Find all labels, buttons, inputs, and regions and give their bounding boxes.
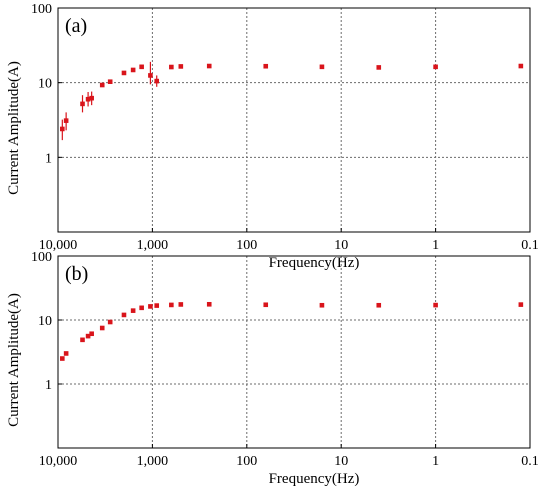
data-point <box>80 337 85 343</box>
y-tick-label: 10 <box>38 77 52 92</box>
data-point <box>169 64 174 70</box>
data-point <box>89 95 94 101</box>
data-point <box>130 67 136 73</box>
x-axis-label: Frequency(Hz) <box>269 471 360 487</box>
x-tick-label: 100 <box>236 454 257 469</box>
plot-frame <box>57 255 531 449</box>
x-tick-label: 10,000 <box>39 238 78 253</box>
data-point <box>60 126 65 132</box>
x-tick-label: 10,000 <box>39 454 78 469</box>
data-point <box>89 331 94 337</box>
x-axis-label: Frequency(Hz) <box>269 255 360 271</box>
data-point <box>319 302 325 308</box>
data-point <box>154 78 160 84</box>
data-point <box>178 302 184 307</box>
data-point <box>433 302 438 308</box>
plot-frame <box>57 7 531 233</box>
y-tick-label: 1 <box>45 378 52 393</box>
y-tick-label: 100 <box>31 250 52 265</box>
data-point <box>121 70 127 76</box>
data-point <box>99 82 105 88</box>
data-point <box>169 302 174 308</box>
y-axis-label: Current Amplitude(A) <box>6 293 22 427</box>
x-tick-label: 1 <box>432 238 439 253</box>
panel-label: (b) <box>65 263 88 285</box>
data-point <box>263 63 269 69</box>
data-point <box>107 319 113 325</box>
x-tick-label: 10 <box>334 454 348 469</box>
x-tick-label: 100 <box>236 238 257 253</box>
data-point <box>80 101 85 107</box>
data-point <box>376 302 382 308</box>
data-point <box>263 302 269 308</box>
data-point <box>85 333 91 339</box>
data-point <box>518 63 524 69</box>
data-point <box>139 64 144 70</box>
data-point <box>99 325 105 331</box>
data-point <box>319 64 325 70</box>
data-point <box>63 118 69 123</box>
data-point <box>130 308 136 313</box>
x-tick-label: 0.1 <box>521 238 539 253</box>
x-tick-label: 1,000 <box>137 238 169 253</box>
y-axis-label: Current Amplitude(A) <box>6 61 22 195</box>
y-tick-label: 1 <box>45 151 52 166</box>
x-tick-label: 10 <box>334 238 348 253</box>
data-point <box>178 64 184 69</box>
y-tick-label: 10 <box>38 314 52 329</box>
x-tick-label: 1,000 <box>137 454 169 469</box>
data-point <box>148 304 153 309</box>
data-point <box>206 63 212 69</box>
y-tick-label: 100 <box>31 2 52 17</box>
data-point <box>139 305 144 311</box>
panel-label: (a) <box>65 15 87 37</box>
data-point <box>433 64 438 70</box>
data-point <box>85 96 91 102</box>
x-tick-label: 0.1 <box>521 454 539 469</box>
data-point <box>121 312 127 318</box>
panel-a: 10,000 1,000 100 10 1 0.1 100 10 1 Frequency(Hz) C… <box>6 2 539 271</box>
data-point <box>148 73 153 78</box>
data-point <box>154 303 160 308</box>
data-point <box>518 302 524 307</box>
data-point <box>206 301 212 307</box>
x-tick-label: 1 <box>432 454 439 469</box>
data-point <box>63 351 69 356</box>
data-point <box>376 65 382 70</box>
data-point <box>107 79 113 85</box>
panel-b: 10,000 1,000 100 10 1 0.1 100 10 1 Frequency(Hz) C… <box>6 250 539 487</box>
data-point <box>60 356 65 361</box>
